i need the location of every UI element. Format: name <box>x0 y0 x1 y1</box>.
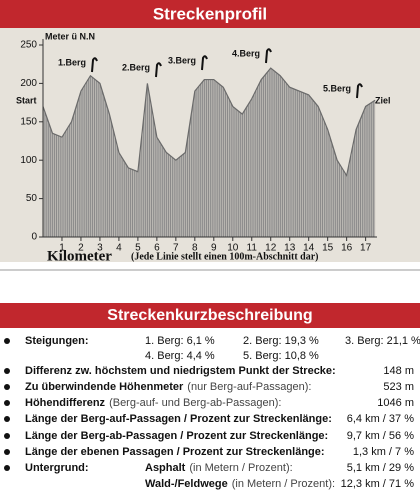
row-value: 523 m <box>383 381 414 393</box>
bullet <box>4 465 10 471</box>
row-label: Länge der ebenen Passagen / Prozent zur … <box>25 446 325 458</box>
row-value: 148 m <box>383 365 414 377</box>
y-tick-label: 150 <box>20 116 37 127</box>
note: (Jede Linie stellt einen 100m-Abschnitt … <box>131 251 319 262</box>
surface-row: Asphalt (in Metern / Prozent): <box>145 462 293 474</box>
x-tick-label: 14 <box>303 243 315 254</box>
surface-note: (in Metern / Prozent): <box>232 478 335 490</box>
row-label: Länge der Berg-ab-Passagen / Prozent zur… <box>25 430 328 442</box>
row-label-text: Zu überwindende Höhenmeter <box>25 381 184 393</box>
climb-value: 1. Berg: 6,1 % <box>145 335 215 347</box>
row-label-text: Länge der ebenen Passagen / Prozent zur … <box>25 446 325 458</box>
x-tick-label: 1 <box>59 243 65 254</box>
row-label-text: Länge der Berg-ab-Passagen / Prozent zur… <box>25 430 328 442</box>
x-tick-label: 2 <box>78 243 84 254</box>
row-note: (nur Berg-auf-Passagen): <box>187 381 311 393</box>
bullet <box>4 433 10 439</box>
climb-value: 3. Berg: 21,1 % <box>345 335 420 347</box>
row-value: 12,3 km / 71 % <box>341 478 415 490</box>
y-tick-label: 0 <box>31 232 37 243</box>
row-value: 9,7 km / 56 % <box>347 430 414 442</box>
row-label: Zu überwindende Höhenmeter (nur Berg-auf-… <box>25 381 311 393</box>
bullet <box>4 400 10 406</box>
peak-marker <box>265 48 272 64</box>
x-tick-label: 8 <box>192 243 198 254</box>
row-label-text: Länge der Berg-auf-Passagen / Prozent zu… <box>25 413 332 425</box>
description-banner <box>0 303 420 328</box>
row-value: 1046 m <box>377 397 414 409</box>
peak-marker <box>201 55 208 71</box>
bullet <box>4 449 10 455</box>
climb-value: 2. Berg: 19,3 % <box>243 335 319 347</box>
start-label: Start <box>16 95 37 105</box>
row-label: Höhendifferenz (Berg-auf- und Berg-ab-Pas… <box>25 397 282 409</box>
x-tick-label: 13 <box>284 243 296 254</box>
y-tick-label: 200 <box>20 78 37 89</box>
profile-line <box>42 67 376 178</box>
x-tick-label: 11 <box>247 243 258 254</box>
climb-value: 4. Berg: 4,4 % <box>145 350 215 362</box>
surface-note: (in Metern / Prozent): <box>189 462 292 474</box>
x-axis-label: Kilometer <box>47 248 112 264</box>
description-title: Streckenkurzbeschreibung <box>107 307 312 324</box>
peak-label: 2.Berg <box>122 62 150 72</box>
x-tick-label: 16 <box>341 243 353 254</box>
x-tick-label: 4 <box>116 243 122 254</box>
surface-name: Wald-/Feldwege <box>145 478 228 490</box>
x-tick-label: 7 <box>173 243 179 254</box>
surface-name: Asphalt <box>145 462 186 474</box>
x-tick-label: 3 <box>97 243 103 254</box>
y-tick-label: 50 <box>26 193 38 204</box>
peak-label: 3.Berg <box>168 55 196 65</box>
row-label: Differenz zw. höchstem und niedrigstem P… <box>25 365 336 377</box>
row-label: Länge der Berg-auf-Passagen / Prozent zu… <box>25 413 332 425</box>
chart-title: Streckenprofil <box>153 4 267 23</box>
surface-label: Untergrund: <box>25 462 89 474</box>
y-tick-label: 250 <box>20 40 37 51</box>
profile-area <box>43 68 376 237</box>
bullet <box>4 338 10 344</box>
row-value: 6,4 km / 37 % <box>347 413 414 425</box>
y-axis-label: Meter ü N.N <box>45 31 95 41</box>
title-banner <box>0 0 420 28</box>
x-tick-label: 5 <box>135 243 141 254</box>
peak-label: 5.Berg <box>323 83 351 93</box>
peak-marker <box>155 62 162 78</box>
peak-label: 4.Berg <box>232 48 260 58</box>
peak-marker <box>356 83 363 99</box>
x-tick-label: 9 <box>211 243 217 254</box>
row-label-text: Höhendifferenz <box>25 397 106 409</box>
peak-label: 1.Berg <box>58 57 86 67</box>
climbs-label: Steigungen: <box>25 335 89 347</box>
climb-value: 5. Berg: 10,8 % <box>243 350 319 362</box>
end-label: Ziel <box>375 95 391 105</box>
surface-row: Wald-/Feldwege (in Metern / Prozent): <box>145 478 335 490</box>
x-tick-label: 15 <box>322 243 334 254</box>
bullet <box>4 368 10 374</box>
bullet <box>4 384 10 390</box>
row-label-text: Differenz zw. höchstem und niedrigstem P… <box>25 365 336 377</box>
peak-marker <box>91 57 98 73</box>
bullet <box>4 416 10 422</box>
x-tick-label: 6 <box>154 243 160 254</box>
y-tick-label: 100 <box>20 155 37 166</box>
row-note: (Berg-auf- und Berg-ab-Passagen): <box>109 397 281 409</box>
x-tick-label: 10 <box>227 243 239 254</box>
x-tick-label: 12 <box>265 243 277 254</box>
row-value: 1,3 km / 7 % <box>353 446 414 458</box>
x-tick-label: 17 <box>360 243 372 254</box>
row-value: 5,1 km / 29 % <box>347 462 414 474</box>
